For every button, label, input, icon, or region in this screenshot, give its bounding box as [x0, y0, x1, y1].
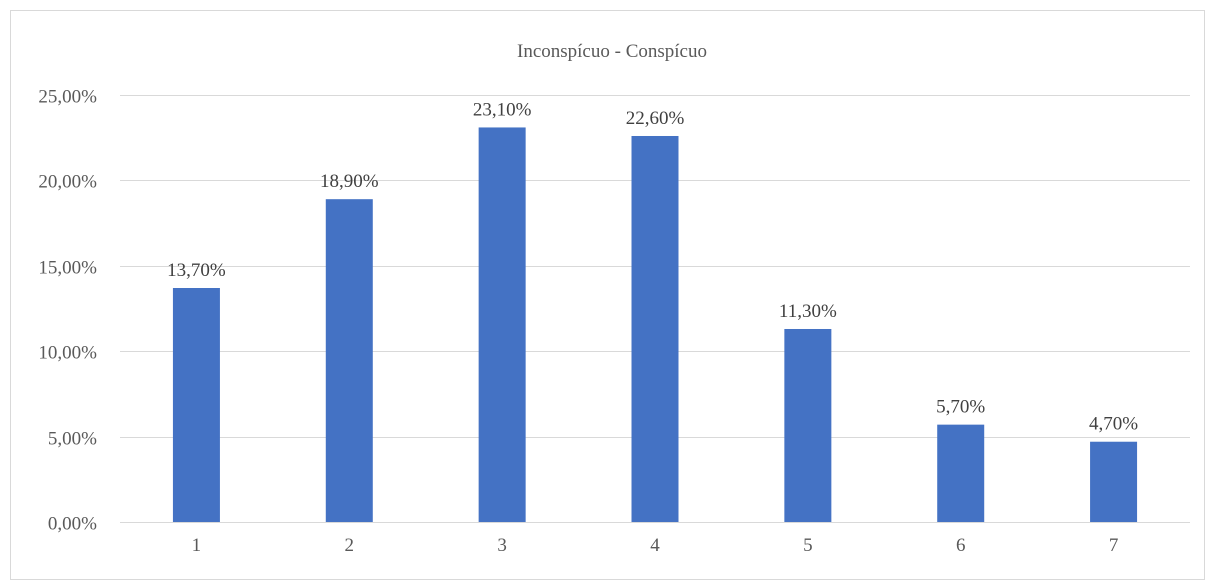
data-label: 5,70% [936, 397, 985, 418]
y-tick-label: 20,00% [38, 172, 97, 193]
data-label: 11,30% [779, 301, 837, 322]
x-tick-label: 7 [1109, 535, 1119, 556]
x-tick-label: 5 [803, 535, 813, 556]
y-tick-label: 25,00% [38, 87, 97, 108]
y-tick-label: 5,00% [48, 429, 97, 450]
y-tick-label: 15,00% [38, 258, 97, 279]
x-tick-label: 1 [192, 535, 202, 556]
bars [172, 127, 1138, 523]
bar [1090, 441, 1138, 522]
data-label: 13,70% [167, 260, 226, 281]
y-tick-label: 10,00% [38, 343, 97, 364]
bar [325, 199, 373, 523]
chart-title: Inconspícuo - Conspícuo [517, 41, 707, 62]
x-tick-label: 2 [345, 535, 355, 556]
y-tick-label: 0,00% [48, 514, 97, 535]
bar [937, 424, 985, 522]
data-label: 23,10% [473, 99, 532, 120]
data-label: 22,60% [626, 108, 685, 129]
data-label: 18,90% [320, 171, 379, 192]
x-axis-ticks: 1 2 3 4 5 6 7 [192, 535, 1119, 556]
x-tick-label: 4 [650, 535, 660, 556]
data-label: 4,70% [1089, 414, 1138, 435]
bar [478, 127, 526, 523]
bar [784, 328, 832, 522]
bar [631, 135, 679, 522]
x-tick-label: 6 [956, 535, 966, 556]
bar [172, 288, 220, 522]
x-tick-label: 3 [497, 535, 507, 556]
data-labels: 13,70% 18,90% 23,10% 22,60% 11,30% 5,70% 4,70% [167, 99, 1138, 434]
y-axis-ticks: 0,00% 5,00% 10,00% 15,00% 20,00% 25,00% [38, 87, 97, 535]
